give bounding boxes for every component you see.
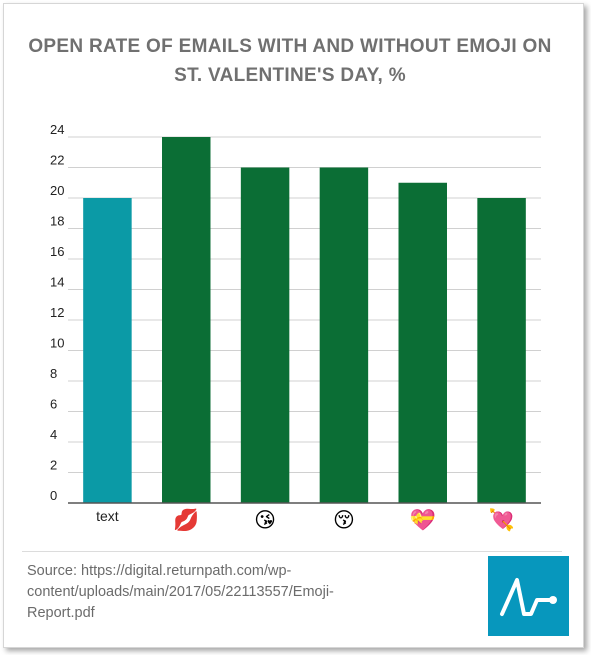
x-axis-ticks: text 💋 😘 😚 💝 💘 (96, 507, 515, 532)
y-tick-label: 18 (50, 214, 64, 229)
y-tick-label: 2 (50, 458, 57, 473)
bar (477, 198, 526, 503)
kiss-mark-icon: 💋 (173, 507, 199, 532)
heart-with-arrow-icon: 💘 (489, 507, 515, 532)
y-tick-label: 12 (50, 305, 64, 320)
pulse-logo (488, 556, 569, 636)
bar (240, 167, 290, 503)
chart-grid (68, 136, 541, 473)
kissing-face-closed-eyes-icon: 😚 (333, 508, 355, 532)
heart-with-ribbon-icon: 💝 (410, 508, 437, 532)
chart-bars (83, 137, 526, 503)
chart-title: OPEN RATE OF EMAILS WITH AND WITHOUT EMO… (28, 36, 552, 86)
y-tick-label: 6 (50, 397, 57, 412)
pulse-line-icon (500, 578, 557, 616)
y-tick-label: 8 (50, 366, 57, 381)
y-tick-label: 0 (50, 488, 57, 503)
y-tick-label: 10 (50, 336, 64, 351)
bar (398, 182, 447, 503)
bar (319, 167, 369, 503)
bar (83, 198, 132, 503)
face-blowing-kiss-icon: 😘 (254, 508, 276, 532)
y-tick-label: 22 (50, 153, 64, 168)
y-tick-label: 20 (50, 183, 64, 198)
y-tick-label: 14 (50, 275, 64, 290)
bar (162, 137, 211, 503)
footer-divider (22, 551, 562, 552)
y-tick-label: 16 (50, 244, 64, 259)
x-tick-label: text (96, 508, 119, 524)
y-tick-label: 24 (50, 122, 64, 137)
source-note: Source: https://digital.returnpath.com/w… (27, 563, 334, 621)
y-tick-label: 4 (50, 427, 57, 442)
